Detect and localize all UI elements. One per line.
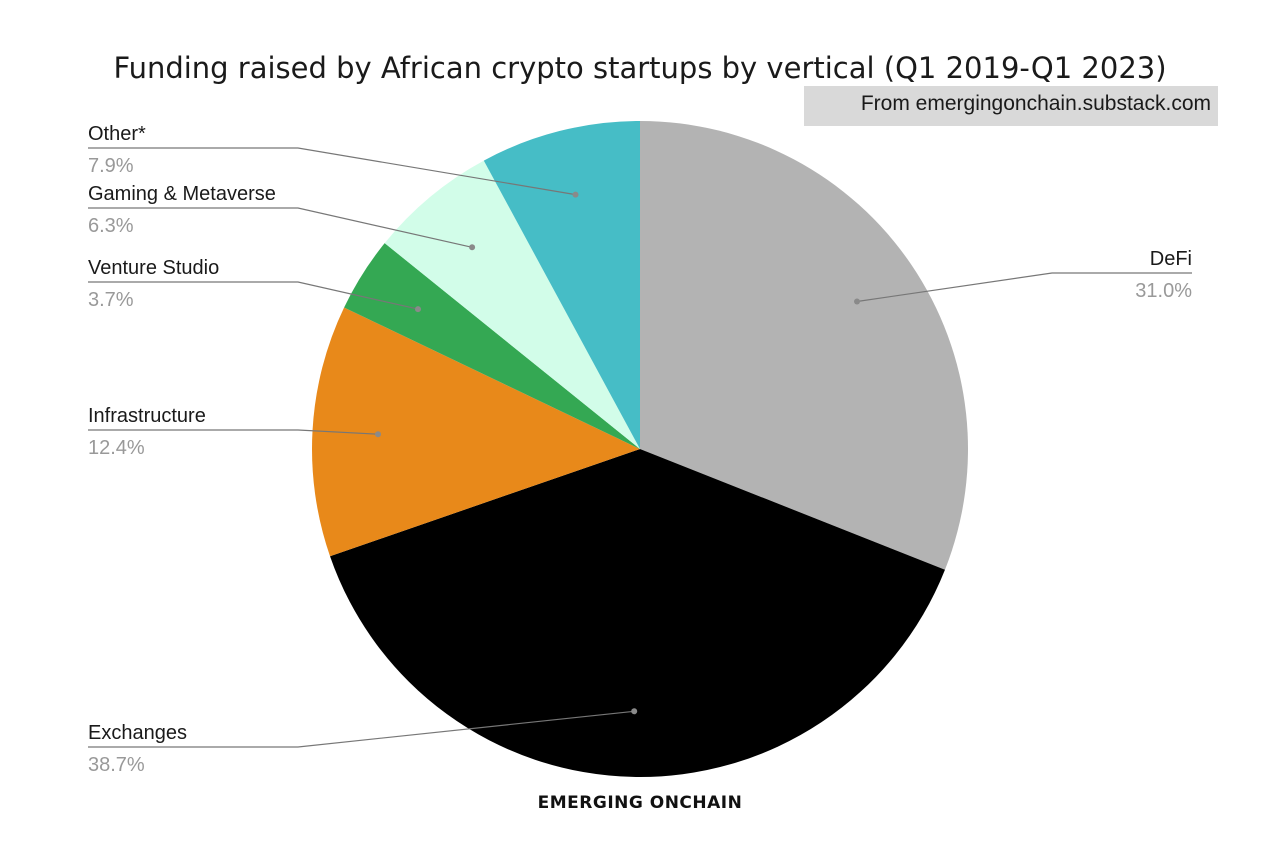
brand-logo-text: EMERGING ONCHAIN <box>538 793 743 813</box>
leader-dot-gaming-metaverse <box>469 244 476 251</box>
leader-dot-exchanges <box>631 708 638 715</box>
pie-slice-infrastructure <box>311 307 640 557</box>
leader-dot-defi <box>854 298 860 305</box>
source-note-box <box>804 86 1218 126</box>
slice-label-exchanges: Exchanges <box>88 722 187 744</box>
slice-value-defi: 31.0% <box>1135 280 1192 302</box>
pie-slice-other <box>483 121 640 449</box>
leader-line-defi <box>856 272 1192 303</box>
leader-dot-infrastructure <box>375 431 381 438</box>
slice-label-defi: DeFi <box>1150 248 1192 270</box>
slice-value-venture-studio: 3.7% <box>88 289 134 311</box>
pie-slice-venture-studio <box>344 243 640 449</box>
leader-dot-other <box>572 191 579 198</box>
slice-value-infrastructure: 12.4% <box>88 437 145 459</box>
slice-label-infrastructure: Infrastructure <box>88 405 206 427</box>
pie-slices <box>311 121 969 778</box>
slice-label-venture-studio: Venture Studio <box>88 257 219 279</box>
slice-label-gaming-metaverse: Gaming & Metaverse <box>88 183 276 205</box>
chart-title: Funding raised by African crypto startup… <box>113 51 1166 85</box>
leader-line-exchanges <box>88 710 635 748</box>
slice-value-other: 7.9% <box>88 155 134 177</box>
leader-line-gaming-metaverse <box>88 207 473 248</box>
slice-label-other: Other* <box>88 123 146 145</box>
leader-line-other <box>88 147 576 196</box>
pie-slice-defi <box>640 121 969 570</box>
pie-slice-exchanges <box>330 449 945 778</box>
slice-labels: DeFi 31.0% Exchanges 38.7% Infrastructure 12.… <box>88 123 1192 776</box>
slice-value-gaming-metaverse: 6.3% <box>88 215 134 237</box>
slice-value-exchanges: 38.7% <box>88 754 145 776</box>
leader-line-infrastructure <box>88 429 379 435</box>
pie-slice-gaming-metaverse <box>384 160 640 449</box>
leader-dot-venture-studio <box>415 306 421 313</box>
source-note: From emergingonchain.substack.com <box>861 92 1211 115</box>
leader-line-venture-studio <box>88 281 419 310</box>
